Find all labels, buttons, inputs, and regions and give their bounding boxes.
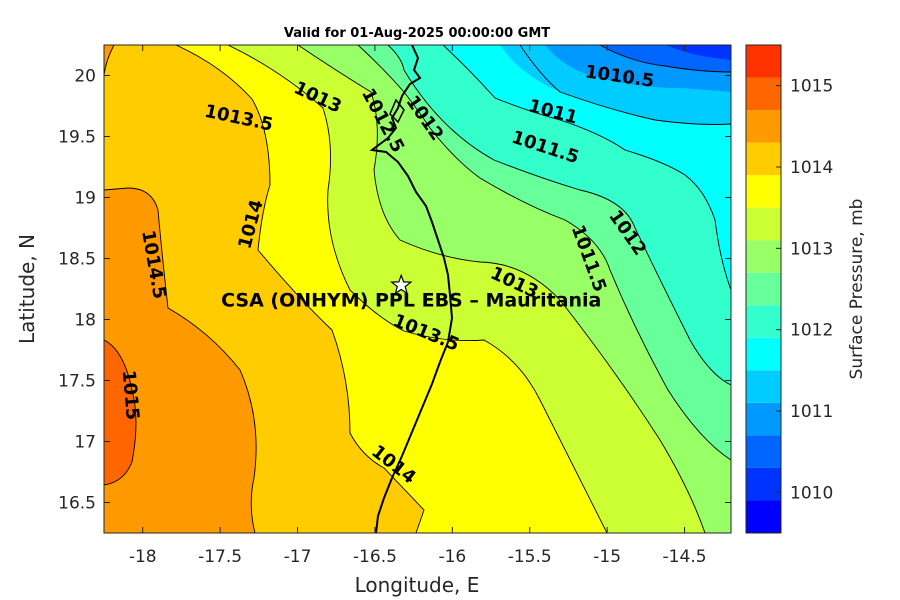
x-tick-label: -18 xyxy=(129,547,157,567)
colorbar-swatch xyxy=(746,207,781,241)
chart-title: Valid for 01-Aug-2025 00:00:00 GMT xyxy=(284,26,550,41)
colorbar-tick-label: 1014 xyxy=(790,158,833,178)
colorbar-swatch xyxy=(746,110,781,143)
colorbar-swatch xyxy=(746,45,781,78)
colorbar-swatch xyxy=(746,77,781,111)
colorbar-tick-label: 1013 xyxy=(790,239,833,259)
x-axis-label: Longitude, E xyxy=(355,573,480,597)
x-tick-label: -16.5 xyxy=(353,547,397,567)
y-axis-label: Latitude, N xyxy=(15,234,39,344)
y-tick-label: 18.5 xyxy=(58,250,96,270)
colorbar-swatch xyxy=(746,500,781,533)
x-tick-label: -15.5 xyxy=(508,547,552,567)
pressure-contour-lines xyxy=(104,45,731,533)
x-tick-label: -17 xyxy=(284,547,312,567)
colorbar-tick-label: 1012 xyxy=(790,321,833,341)
y-tick-label: 17 xyxy=(74,433,96,453)
colorbar-swatch xyxy=(746,142,781,176)
colorbar-swatch xyxy=(746,402,781,436)
coastline xyxy=(369,45,454,533)
colorbar-tick-label: 1011 xyxy=(790,402,833,422)
colorbar-swatch xyxy=(746,467,781,501)
colorbar-tick-label: 1010 xyxy=(790,483,833,503)
colorbar-frame xyxy=(745,44,782,534)
site-layer: CSA (ONHYM) PPL EBS – Mauritania xyxy=(221,273,601,311)
plot-frame xyxy=(103,44,732,534)
colorbar-swatch xyxy=(746,370,781,403)
colorbar-swatch xyxy=(746,240,781,273)
y-axis: 16.5 17 17.5 18 18.5 19 19.5 20 xyxy=(58,67,731,514)
x-tick-label: -17.5 xyxy=(198,547,242,567)
y-tick-label: 20 xyxy=(74,67,96,87)
x-tick-label: -15 xyxy=(593,547,621,567)
y-tick-label: 18 xyxy=(74,311,96,331)
x-tick-label: -16 xyxy=(438,547,466,567)
colorbar-swatch xyxy=(746,337,781,371)
colorbar: 1010 1011 1012 1013 1014 1015 xyxy=(745,44,833,534)
y-tick-label: 19.5 xyxy=(58,128,96,148)
colorbar-swatch xyxy=(746,175,781,208)
colorbar-swatch xyxy=(746,272,781,306)
x-axis: -18 -17.5 -17 -16.5 -16 -15.5 -15 -14.5 xyxy=(129,45,707,567)
contour-label: 1015 xyxy=(118,369,143,421)
colorbar-swatch xyxy=(746,305,781,338)
colorbar-tick-label: 1015 xyxy=(790,77,833,97)
y-tick-label: 19 xyxy=(74,189,96,209)
colorbar-swatch xyxy=(746,435,781,468)
x-tick-label: -14.5 xyxy=(663,547,707,567)
colorbar-label: Surface Pressure, mb xyxy=(847,199,867,380)
y-tick-label: 17.5 xyxy=(58,372,96,392)
site-label: CSA (ONHYM) PPL EBS – Mauritania xyxy=(221,289,601,311)
y-tick-label: 16.5 xyxy=(58,494,96,514)
pressure-fill-layer xyxy=(104,45,731,533)
site-star-marker xyxy=(390,273,413,295)
